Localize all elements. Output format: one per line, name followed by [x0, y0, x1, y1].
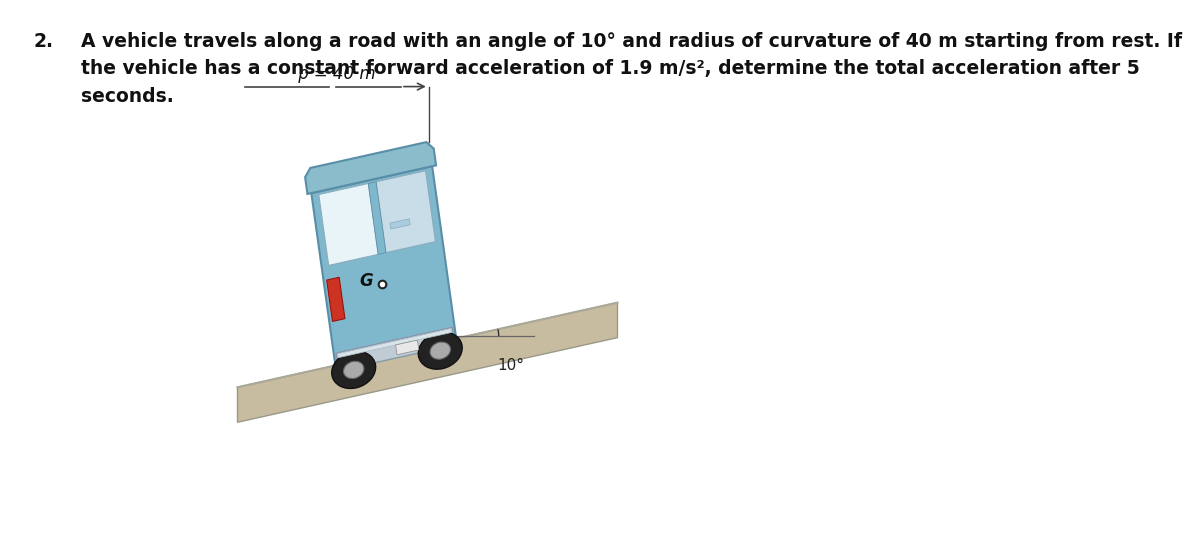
Ellipse shape — [430, 342, 450, 359]
Polygon shape — [390, 219, 410, 229]
Text: 2.: 2. — [34, 32, 53, 51]
Polygon shape — [319, 183, 378, 266]
Ellipse shape — [419, 332, 462, 369]
Polygon shape — [336, 328, 455, 371]
Polygon shape — [376, 170, 436, 253]
Ellipse shape — [331, 351, 376, 388]
Polygon shape — [396, 340, 419, 355]
Polygon shape — [311, 166, 456, 365]
Ellipse shape — [343, 361, 364, 379]
Polygon shape — [305, 142, 436, 194]
Polygon shape — [337, 329, 451, 358]
Text: ρ = 40 m: ρ = 40 m — [299, 65, 376, 82]
Text: A vehicle travels along a road with an angle of 10° and radius of curvature of 4: A vehicle travels along a road with an a… — [80, 32, 1182, 105]
Polygon shape — [238, 302, 618, 422]
Text: G: G — [359, 272, 373, 290]
Text: 10°: 10° — [497, 358, 524, 373]
Polygon shape — [326, 277, 344, 321]
Polygon shape — [368, 182, 386, 255]
